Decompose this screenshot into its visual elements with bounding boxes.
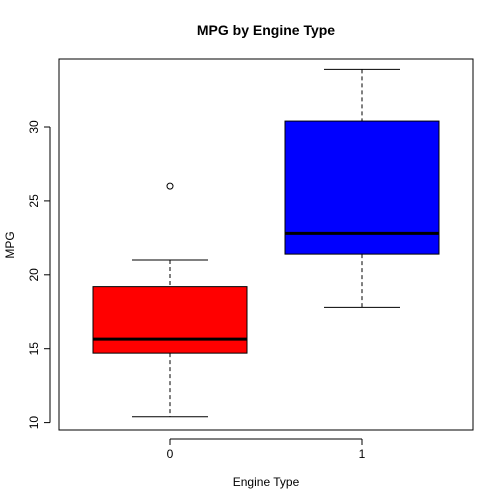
y-tick-label: 10 [27,416,41,430]
chart-title: MPG by Engine Type [197,22,335,38]
y-tick-label: 30 [27,120,41,134]
y-tick-label: 15 [27,342,41,356]
outlier-point [166,182,174,190]
y-tick-label: 20 [27,268,41,282]
box-0 [92,286,248,354]
x-tick-label: 0 [167,447,174,461]
plot-frame [58,58,474,431]
y-tick-label: 25 [27,194,41,208]
y-axis-label: MPG [3,231,17,258]
x-axis-label: Engine Type [233,475,300,489]
x-tick-label: 1 [359,447,366,461]
chart-marks: 10 15 20 25 30 0 1 [27,58,474,461]
